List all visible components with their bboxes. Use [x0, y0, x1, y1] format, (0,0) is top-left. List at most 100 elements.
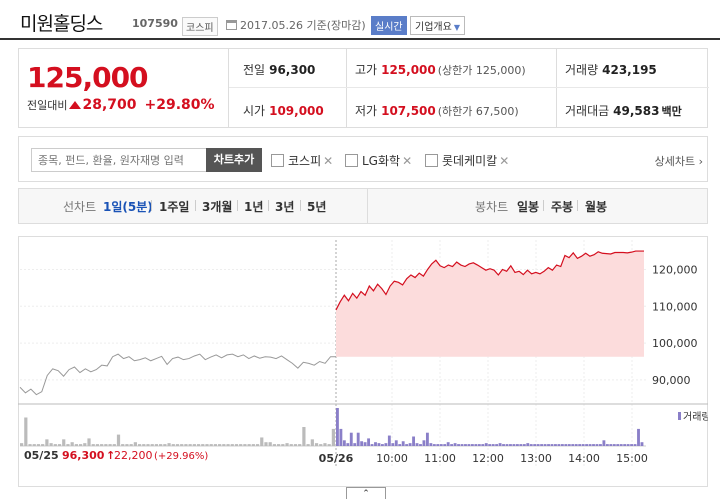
volume-bar-today	[616, 444, 620, 446]
close-icon[interactable]: ✕	[402, 154, 413, 168]
volume-bar-today	[450, 444, 454, 446]
volume-bar-prev	[171, 444, 175, 446]
low-value: 107,500	[381, 104, 436, 118]
volume-bar-today	[502, 444, 505, 446]
x-tick-label: 13:00	[520, 452, 552, 465]
compare-item-lg-chem[interactable]: LG화학 ✕	[345, 152, 412, 169]
checkbox[interactable]	[271, 154, 284, 167]
volume-bar-today	[377, 443, 381, 446]
volume-bar-prev	[180, 444, 184, 446]
close-icon[interactable]: ✕	[323, 154, 334, 168]
volume-bar-prev	[319, 444, 323, 446]
divider	[346, 49, 347, 127]
volume-bar-today	[564, 444, 568, 446]
x-tick-label: 11:00	[424, 452, 456, 465]
volume-bar-today	[467, 444, 471, 446]
volume-bar-prev	[260, 437, 264, 446]
volume-bar-today	[533, 444, 537, 446]
collapse-chart-button[interactable]: ⌃	[346, 487, 386, 499]
volume-bar-prev	[184, 444, 188, 446]
compare-item-label: 롯데케미칼	[442, 154, 498, 168]
volume-bar-prev	[239, 444, 243, 446]
add-chart-button[interactable]: 차트추가	[206, 148, 262, 172]
volume-legend-label: 거래량	[683, 411, 708, 423]
volume-bar-today	[619, 444, 623, 446]
volume-bar-today	[557, 444, 561, 446]
tab-daily[interactable]: 일봉	[517, 200, 540, 214]
company-overview-label: 기업개요	[415, 22, 452, 33]
divider	[556, 49, 557, 127]
volume-bar-today	[346, 443, 350, 446]
detail-chart-link[interactable]: 상세차트 ›	[654, 155, 703, 168]
upper-limit: (상한가 125,000)	[437, 64, 526, 77]
realtime-button[interactable]: 실시간	[371, 16, 407, 35]
volume-bar-prev	[293, 444, 298, 446]
volume-label: 거래량	[565, 63, 599, 77]
volume-bar-today	[588, 444, 592, 446]
volume-bar-prev	[234, 444, 239, 446]
volume-bar-today	[436, 444, 440, 446]
checkbox[interactable]	[345, 154, 358, 167]
volume-bar-today	[599, 444, 602, 446]
volume-bar-today	[384, 443, 388, 446]
close-icon[interactable]: ✕	[499, 154, 510, 168]
volume-bar-prev	[222, 444, 226, 446]
high-price: 고가 125,000 (상한가 125,000)	[355, 61, 526, 78]
tab-1week[interactable]: 1주일	[159, 200, 190, 214]
y-tick-label: 100,000	[652, 337, 698, 350]
volume-bar-prev	[95, 444, 100, 446]
volume-bar-prev	[100, 444, 104, 446]
open-label: 시가	[243, 104, 266, 118]
volume-bar-prev	[159, 444, 163, 446]
volume-bar-prev	[20, 443, 24, 446]
tab-3month[interactable]: 3개월	[202, 200, 233, 214]
volume-bar-today	[464, 444, 467, 446]
compare-item-kospi[interactable]: 코스피 ✕	[271, 152, 333, 169]
volume-bar-prev	[116, 434, 121, 446]
volume-bar-prev	[66, 444, 70, 446]
volume-bar-prev	[57, 444, 62, 446]
company-overview-button[interactable]: 기업개요 ▼	[410, 16, 465, 35]
volume-bar-prev	[306, 444, 310, 446]
volume-bar-today	[522, 444, 526, 446]
tab-3year[interactable]: 3년	[275, 200, 295, 214]
low-label: 저가	[355, 104, 378, 118]
prev-close-value: 96,300	[269, 63, 316, 77]
calendar-icon	[226, 20, 237, 30]
volume-bar-prev	[104, 444, 108, 446]
compare-search-input[interactable]	[31, 148, 217, 172]
volume-bar-prev	[146, 444, 150, 446]
volume-bar-today	[367, 438, 371, 446]
volume-bar-today	[398, 444, 402, 446]
volume-bar-prev	[298, 444, 302, 446]
volume-bar-today	[626, 444, 630, 446]
compare-item-label: 코스피	[288, 154, 322, 168]
volume-bar-prev	[327, 444, 331, 446]
change-row: 전일대비 28,700 +29.80%	[27, 97, 215, 113]
volume-bar-prev	[175, 444, 180, 446]
prev-day-label: 05/25	[24, 449, 59, 462]
y-tick-label: 110,000	[652, 300, 698, 313]
tab-1day[interactable]: 1일(5분)	[103, 200, 153, 214]
volume-bar-prev	[247, 444, 251, 446]
tab-1year[interactable]: 1년	[244, 200, 264, 214]
divider	[543, 200, 544, 211]
checkbox[interactable]	[425, 154, 438, 167]
volume-bar-today	[509, 444, 512, 446]
volume-bar-today	[495, 444, 499, 446]
y-tick-label: 90,000	[652, 374, 691, 387]
current-price-box: 125,000 전일대비 28,700 +29.80%	[19, 49, 229, 127]
tab-monthly[interactable]: 월봉	[585, 200, 608, 214]
volume-bar-today	[550, 444, 554, 446]
volume-bar-today	[380, 444, 384, 446]
volume-bar-today	[391, 443, 395, 446]
volume-bar-prev	[154, 444, 159, 446]
high-value: 125,000	[381, 63, 436, 77]
compare-item-lotte-chem[interactable]: 롯데케미칼 ✕	[425, 152, 509, 169]
tab-weekly[interactable]: 주봉	[551, 200, 574, 214]
trade-amount: 거래대금 49,583 백만	[565, 102, 682, 119]
tab-5year[interactable]: 5년	[307, 200, 327, 214]
volume-bar-today	[363, 442, 367, 446]
volume-bar-today	[630, 444, 634, 446]
compare-item-label: LG화학	[362, 154, 401, 168]
